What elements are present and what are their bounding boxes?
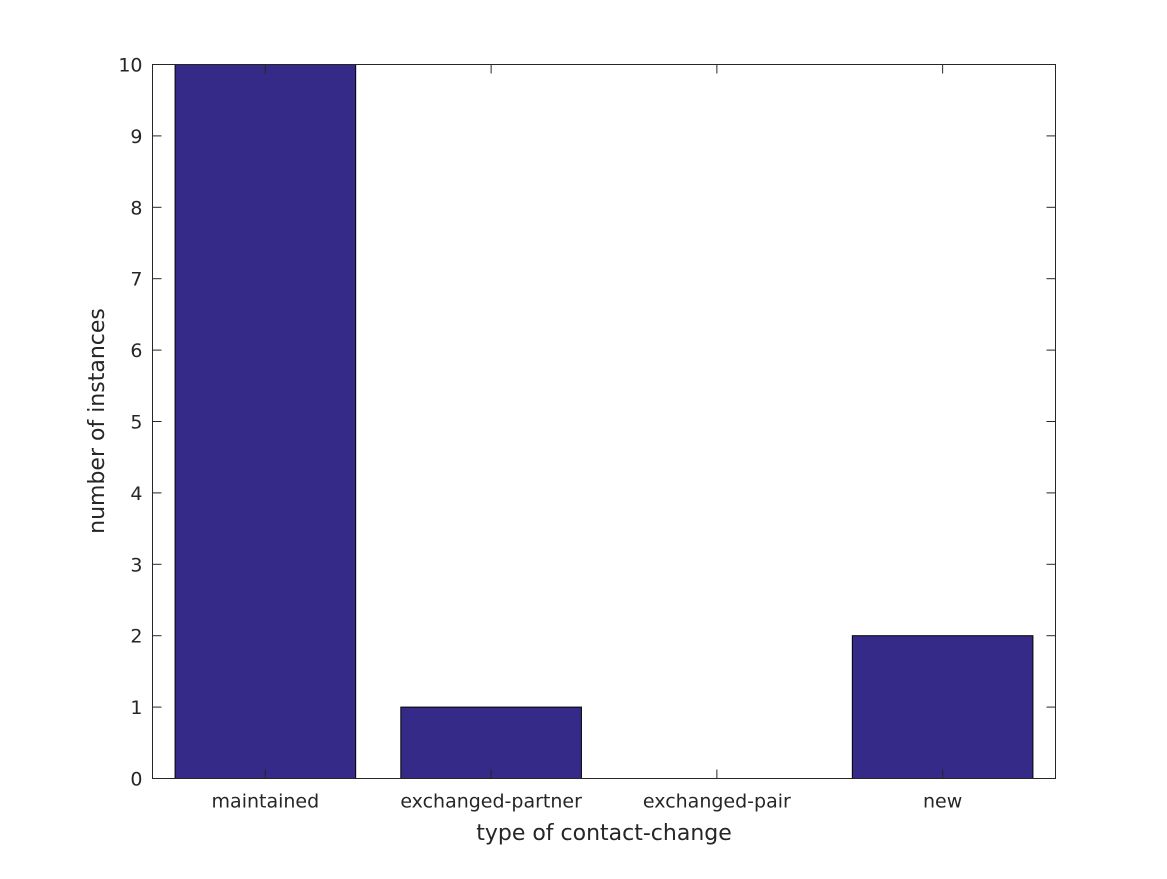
y-tick-label-9: 9 bbox=[130, 126, 142, 148]
y-tick-label-5: 5 bbox=[130, 412, 142, 434]
y-tick-label-8: 8 bbox=[130, 197, 142, 219]
x-tick-label-new: new bbox=[923, 791, 962, 813]
y-tick-label-10: 10 bbox=[118, 55, 142, 77]
x-tick-label-exchanged-pair: exchanged-pair bbox=[643, 791, 791, 813]
y-tick-label-4: 4 bbox=[130, 483, 142, 505]
bars-layer bbox=[174, 64, 1034, 780]
ticks-layer bbox=[152, 64, 1056, 779]
y-tick-label-1: 1 bbox=[130, 697, 142, 719]
y-tick-label-7: 7 bbox=[130, 269, 142, 291]
x-axis-label: type of contact-change bbox=[476, 821, 732, 846]
y-tick-label-0: 0 bbox=[130, 769, 142, 791]
x-tick-label-exchanged-partner: exchanged-partner bbox=[400, 791, 582, 813]
y-tick-label-2: 2 bbox=[130, 626, 142, 648]
bar-new bbox=[851, 635, 1034, 780]
y-axis-label: number of instances bbox=[85, 308, 110, 534]
y-tick-label-3: 3 bbox=[130, 554, 142, 576]
bar-maintained bbox=[174, 64, 357, 779]
bar-exchanged-partner bbox=[400, 706, 582, 779]
x-tick-label-maintained: maintained bbox=[212, 791, 320, 813]
y-tick-label-6: 6 bbox=[130, 340, 142, 362]
labels-layer: maintained exchanged-partner exchanged-pai… bbox=[118, 55, 962, 813]
